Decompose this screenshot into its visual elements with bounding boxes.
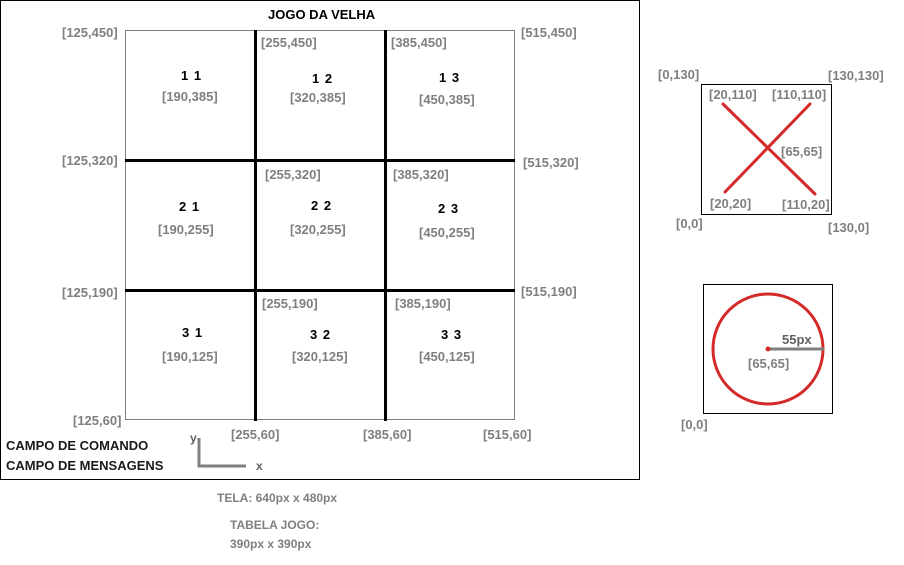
v1-top-label: [255,450] [261, 35, 317, 50]
o-piece-icon [711, 292, 825, 406]
board-corner-bottom-right: [515,60] [483, 427, 532, 442]
axis-indicator [197, 438, 246, 468]
x-piece-frame [701, 84, 832, 215]
board-horizontal-line-2 [125, 289, 515, 292]
cell-center-1-2: [320,385] [290, 90, 346, 105]
table-size-info-line1: TABELA JOGO: [230, 518, 320, 532]
cell-name-1-2: 1 2 [312, 71, 334, 86]
board-corner-top-left: [125,450] [62, 25, 118, 40]
h1-v2-label: [385,320] [393, 167, 449, 182]
cell-center-2-1: [190,255] [158, 222, 214, 237]
o-frame-bottom-left: [0,0] [681, 417, 708, 432]
axis-y-label: y [190, 431, 197, 445]
v2-top-label: [385,450] [391, 35, 447, 50]
h1-left-label: [125,320] [62, 153, 118, 168]
cell-name-2-2: 2 2 [311, 198, 333, 213]
board-corner-bottom-left: [125,60] [73, 413, 122, 428]
x-line-top-left: [20,110] [709, 87, 757, 102]
o-center-label: [65,65] [748, 356, 790, 371]
x-frame-top-left: [0,130] [658, 67, 700, 82]
command-field: CAMPO DE COMANDO [6, 438, 149, 453]
cell-center-1-1: [190,385] [162, 89, 218, 104]
v2-bottom-label: [385,60] [363, 427, 412, 442]
h1-right-label: [515,320] [523, 155, 579, 170]
message-field: CAMPO DE MENSAGENS [6, 458, 164, 473]
h2-v2-label: [385,190] [395, 296, 451, 311]
x-piece-stroke-2 [723, 102, 812, 194]
cell-center-1-3: [450,385] [419, 92, 475, 107]
h2-left-label: [125,190] [62, 285, 118, 300]
x-center-label: [65,65] [781, 144, 823, 159]
table-size-info-line2: 390px x 390px [230, 537, 312, 551]
x-line-top-right: [110,110] [772, 87, 827, 102]
h2-v1-label: [255,190] [262, 296, 318, 311]
game-board [125, 30, 515, 420]
h1-v1-label: [255,320] [265, 167, 321, 182]
axis-lines [197, 438, 246, 468]
cell-name-3-1: 3 1 [182, 325, 204, 340]
board-vertical-line-1 [254, 30, 257, 421]
screen-size-info: TELA: 640px x 480px [217, 491, 338, 505]
axis-x-label: x [256, 459, 263, 473]
x-line-bottom-right: [110,20] [782, 197, 830, 212]
o-radius-label: 55px [782, 332, 812, 347]
cell-name-1-3: 1 3 [439, 70, 461, 85]
cell-name-2-3: 2 3 [438, 201, 460, 216]
cell-name-2-1: 2 1 [179, 199, 201, 214]
game-screen-frame [0, 0, 640, 480]
board-vertical-line-2 [384, 30, 387, 421]
x-frame-bottom-left: [0,0] [676, 216, 703, 231]
board-corner-top-right: [515,450] [521, 25, 577, 40]
page-title: JOGO DA VELHA [268, 7, 376, 22]
cell-center-3-3: [450,125] [419, 349, 475, 364]
o-piece-center-dot [765, 346, 771, 352]
cell-center-2-2: [320,255] [290, 222, 346, 237]
cell-name-3-3: 3 3 [441, 327, 463, 342]
cell-center-3-2: [320,125] [292, 349, 348, 364]
cell-center-2-3: [450,255] [419, 225, 475, 240]
x-piece-stroke-1 [721, 102, 817, 196]
h2-right-label: [515,190] [521, 284, 577, 299]
o-piece-frame [703, 284, 833, 414]
x-frame-top-right: [130,130] [828, 68, 884, 83]
cell-center-3-1: [190,125] [162, 349, 218, 364]
x-line-bottom-left: [20,20] [710, 196, 752, 211]
x-piece-icon [721, 102, 817, 196]
cell-name-3-2: 3 2 [310, 327, 332, 342]
x-frame-bottom-right: [130,0] [828, 220, 870, 235]
cell-name-1-1: 1 1 [181, 68, 203, 83]
board-horizontal-line-1 [125, 159, 515, 162]
v1-bottom-label: [255,60] [231, 427, 280, 442]
